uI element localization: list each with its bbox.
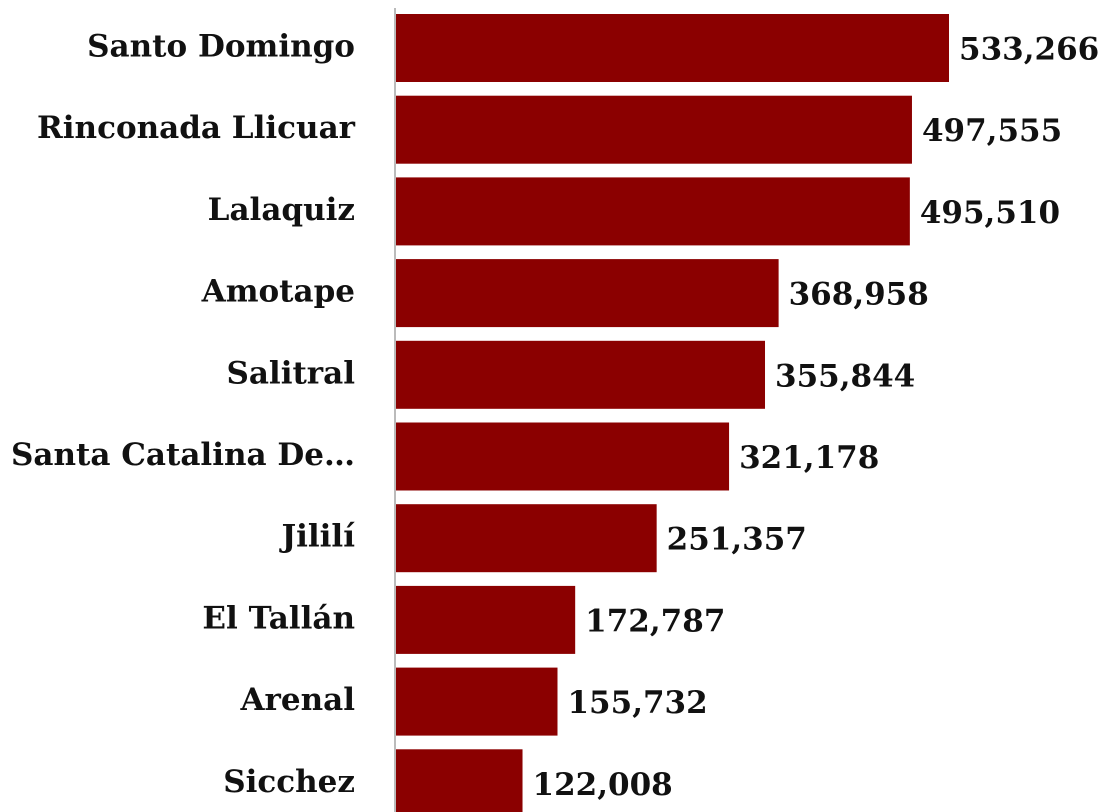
category-label: El Tallán	[202, 600, 355, 636]
value-label: 172,787	[585, 603, 725, 639]
value-label: 497,555	[922, 113, 1062, 149]
value-label: 368,958	[789, 277, 929, 313]
bar	[396, 749, 523, 812]
category-label: Salitral	[226, 355, 355, 391]
bar	[396, 177, 910, 246]
value-label: 251,357	[667, 522, 807, 558]
category-label: Amotape	[201, 274, 355, 310]
bar	[396, 14, 949, 82]
category-label: Santo Domingo	[87, 29, 355, 65]
bar	[396, 340, 766, 409]
bar	[396, 422, 730, 491]
value-label: 155,732	[567, 685, 707, 721]
category-label: Lalaquiz	[208, 192, 355, 228]
category-label: Arenal	[239, 682, 355, 718]
value-label: 533,266	[959, 32, 1099, 68]
value-label: 495,510	[920, 195, 1060, 231]
category-label: Sicchez	[223, 764, 355, 800]
bar	[396, 259, 779, 328]
bar	[396, 585, 576, 654]
value-label: 355,844	[775, 358, 915, 394]
value-label: 122,008	[533, 767, 673, 803]
category-label: Santa Catalina De…	[11, 437, 355, 473]
value-label: 321,178	[739, 440, 879, 476]
bar	[396, 504, 657, 573]
bar	[396, 95, 912, 164]
bar	[396, 667, 558, 736]
category-label: Rinconada Llicuar	[37, 110, 356, 146]
category-label: Jililí	[278, 519, 355, 555]
